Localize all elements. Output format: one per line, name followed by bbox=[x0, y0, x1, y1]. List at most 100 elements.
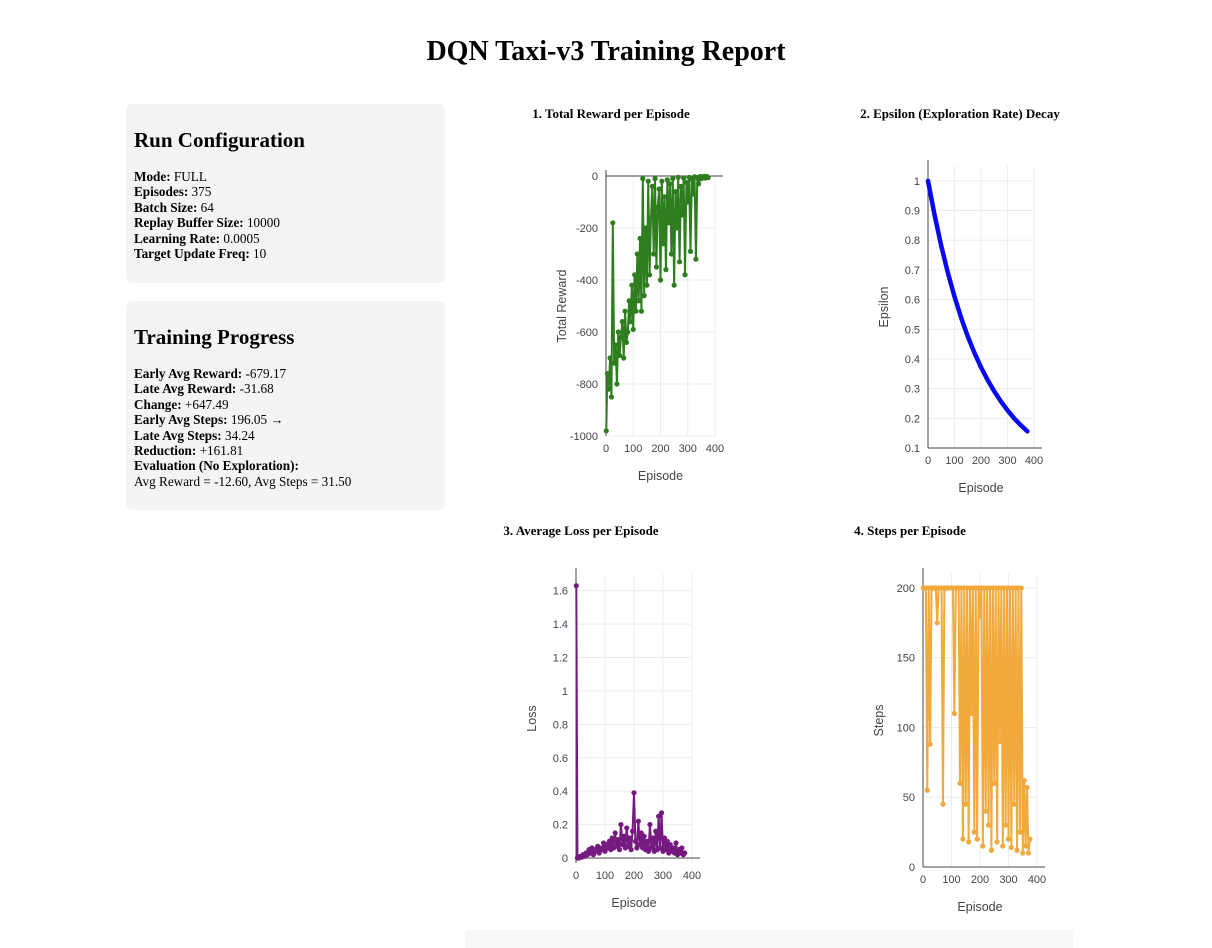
x-tick-label: 300 bbox=[998, 455, 1016, 467]
steps-data-point bbox=[1024, 784, 1030, 791]
y-tick-label: 0.6 bbox=[905, 295, 920, 307]
reward-data-point bbox=[657, 277, 664, 283]
steps-data-point bbox=[927, 741, 933, 747]
reward-data-point bbox=[696, 181, 702, 187]
progress-list: Early Avg Reward: -679.17 Late Avg Rewar… bbox=[134, 366, 437, 489]
reward-data-point bbox=[675, 174, 681, 180]
x-tick-label: 0 bbox=[925, 455, 931, 467]
reward-data-point bbox=[630, 326, 636, 332]
reward-data-point bbox=[622, 308, 628, 314]
reward-data-point bbox=[634, 251, 640, 257]
y-tick-label: 0.3 bbox=[905, 384, 920, 396]
loss-chart[interactable]: 0 100 200 300 400 1.6 1.4 1.2 1 0.8 0.6 0.4 0.2 0 Epis… bbox=[510, 568, 710, 928]
steps-data-point bbox=[997, 738, 1003, 745]
reward-data-point bbox=[644, 282, 650, 288]
loss-data-point bbox=[618, 821, 624, 828]
reward-data-point bbox=[661, 194, 668, 200]
reward-data-point bbox=[652, 176, 658, 182]
reward-data-point bbox=[610, 220, 616, 226]
reward-data-point bbox=[625, 329, 631, 335]
reward-chart[interactable]: 0 100 200 300 400 0 -200 -400 -600 -800 -1000 Episo… bbox=[540, 150, 740, 490]
reward-data-point bbox=[705, 174, 711, 181]
reward-data-point bbox=[649, 183, 655, 189]
y-tick-label: 0 bbox=[592, 171, 598, 183]
x-tick-label: 300 bbox=[679, 443, 697, 455]
reward-data-point bbox=[678, 183, 684, 189]
training-progress-heading: Training Progress bbox=[134, 325, 295, 349]
reward-data-point bbox=[617, 352, 623, 358]
loss-data-point bbox=[641, 833, 647, 839]
reward-data-point bbox=[671, 282, 677, 288]
steps-x-axis-label: Episode bbox=[957, 900, 1002, 914]
y-tick-label: 0.9 bbox=[905, 206, 920, 218]
steps-data-point bbox=[971, 829, 977, 835]
loss-data-point bbox=[624, 825, 630, 831]
loss-data-point bbox=[670, 845, 676, 851]
steps-chart[interactable]: 0 100 200 300 400 200 150 100 50 0 Episode Steps bbox=[860, 568, 1060, 928]
steps-data-point bbox=[1005, 836, 1012, 842]
loss-data-point bbox=[616, 847, 623, 853]
steps-data-point bbox=[924, 787, 930, 793]
reward-data-point bbox=[638, 308, 645, 314]
steps-data-point bbox=[1003, 822, 1009, 828]
config-row: Batch Size: 64 bbox=[134, 199, 214, 215]
progress-row: Change: +647.49 bbox=[134, 396, 229, 412]
steps-data-point bbox=[1008, 844, 1014, 851]
loss-data-point bbox=[573, 583, 579, 589]
chart-title-steps: 4. Steps per Episode bbox=[854, 523, 966, 538]
y-tick-label: 50 bbox=[903, 792, 915, 804]
y-tick-label: 0.8 bbox=[905, 235, 920, 247]
loss-data-point bbox=[635, 818, 641, 824]
steps-data-point bbox=[1018, 585, 1024, 591]
x-tick-label: 400 bbox=[706, 443, 724, 455]
y-tick-label: -1000 bbox=[570, 431, 598, 443]
loss-data-point bbox=[682, 850, 688, 856]
config-row: Learning Rate: 0.0005 bbox=[134, 230, 260, 246]
y-tick-label: 0.8 bbox=[553, 719, 568, 731]
steps-data-point bbox=[1023, 843, 1029, 849]
epsilon-chart[interactable]: 0 100 200 300 400 1 0.9 0.8 0.7 0.6 0.5 0.4 0.3 0.2 0.… bbox=[860, 150, 1060, 495]
steps-data-point bbox=[1021, 777, 1027, 784]
x-tick-label: 200 bbox=[972, 455, 990, 467]
reward-data-point bbox=[615, 329, 621, 335]
reward-data-point bbox=[667, 181, 673, 187]
loss-data-point bbox=[612, 830, 618, 836]
reward-data-point bbox=[604, 371, 610, 377]
loss-data-point bbox=[629, 828, 636, 834]
steps-data-point bbox=[985, 822, 992, 828]
reward-data-point bbox=[645, 178, 651, 184]
reward-data-point bbox=[659, 178, 665, 184]
report-footer-strip bbox=[465, 930, 1073, 948]
steps-data-point bbox=[951, 710, 957, 717]
reward-data-point bbox=[612, 342, 619, 348]
x-tick-label: 0 bbox=[920, 874, 926, 886]
progress-row: Late Avg Reward: -31.68 bbox=[134, 381, 274, 397]
y-tick-label: 0.2 bbox=[905, 413, 920, 425]
loss-data-point bbox=[609, 835, 615, 841]
y-tick-label: 0.1 bbox=[905, 443, 920, 455]
reward-data-point bbox=[619, 319, 625, 325]
loss-data-point bbox=[650, 835, 656, 841]
config-row: Episodes: 375 bbox=[134, 184, 212, 200]
reward-data-point bbox=[647, 272, 653, 278]
reward-data-point bbox=[651, 251, 657, 257]
steps-data-point bbox=[988, 847, 994, 853]
reward-data-point bbox=[668, 251, 674, 257]
steps-data-point bbox=[991, 780, 997, 786]
y-tick-label: -400 bbox=[576, 275, 598, 287]
reward-data-point bbox=[676, 259, 683, 265]
loss-data-point bbox=[632, 838, 639, 844]
reward-data-point bbox=[603, 428, 609, 434]
progress-row: Reduction: +161.81 bbox=[134, 443, 244, 459]
reward-data-point bbox=[608, 394, 615, 400]
progress-row: Early Avg Reward: -679.17 bbox=[134, 366, 287, 381]
y-tick-label: -200 bbox=[576, 223, 598, 235]
y-tick-label: 200 bbox=[897, 583, 915, 595]
epsilon-y-axis-label: Epsilon bbox=[877, 286, 891, 327]
x-tick-label: 0 bbox=[603, 443, 609, 455]
reward-data-point bbox=[656, 186, 662, 192]
y-tick-label: 0.7 bbox=[905, 265, 920, 277]
reward-data-point bbox=[674, 225, 680, 231]
reward-data-point bbox=[660, 241, 666, 247]
loss-data-point bbox=[673, 840, 679, 846]
